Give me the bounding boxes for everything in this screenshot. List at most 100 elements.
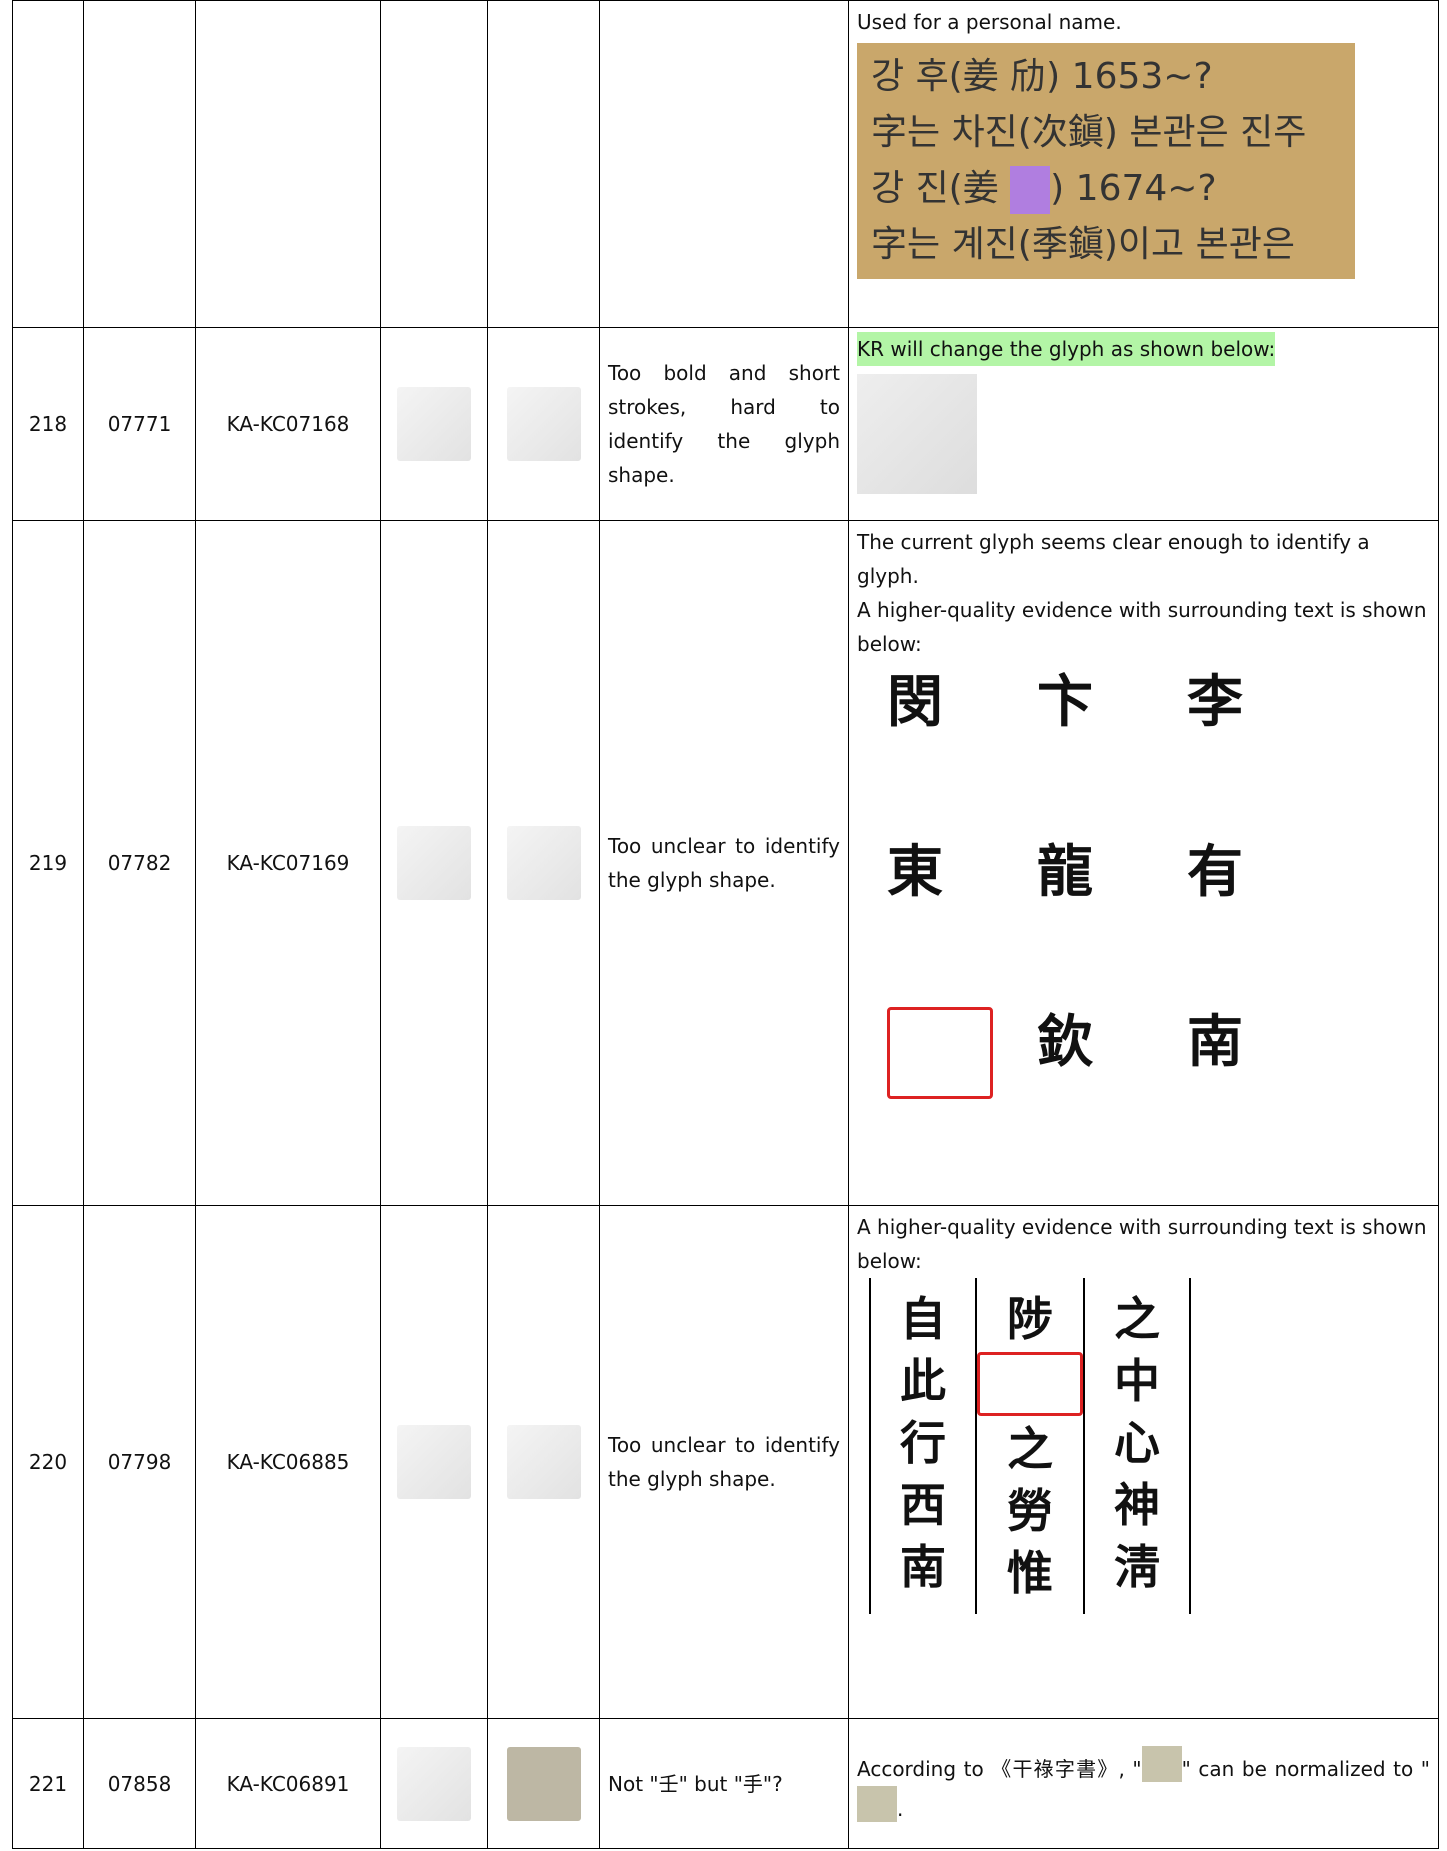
review-table: Used for a personal name. 강 후(姜 劤) 1653~?…	[12, 0, 1439, 1849]
evidence-char: 心	[1114, 1416, 1160, 1470]
evidence-char: 李	[1187, 669, 1243, 735]
response-text: According to 《干祿字書》, "	[857, 1756, 1142, 1781]
table-row: 219 07782 KA-KC07169 Too unclear to identif…	[12, 520, 1439, 1206]
glyph-image	[397, 826, 471, 900]
glyph-image	[397, 1746, 471, 1821]
response-line: Used for a personal name.	[857, 10, 1122, 34]
scan-line: 字는 계진(季鎭)이고 본관은	[871, 217, 1341, 273]
number: 218	[28, 412, 68, 436]
target-box	[977, 1352, 1083, 1416]
glyph-cell	[380, 1718, 488, 1849]
source-id-cell	[195, 0, 381, 328]
scan-text: 강 후(姜 劤) 1653~?	[871, 56, 1213, 97]
source-id: KA-KC07169	[226, 851, 350, 875]
evidence-char: 惟	[1007, 1546, 1053, 1600]
evidence-char: 之	[1007, 1422, 1053, 1476]
evidence-char: 此	[900, 1354, 946, 1408]
evidence-column: 自此行西南	[871, 1278, 977, 1614]
evidence-char: 南	[1187, 1009, 1243, 1075]
response-text: " can be normalized to "	[1181, 1756, 1431, 1781]
glyph-image	[506, 826, 581, 900]
source-id-cell: KA-KC07169	[195, 520, 381, 1206]
scan-line: 강 진(姜 ) 1674~?	[871, 161, 1341, 217]
code: 07798	[107, 1450, 172, 1474]
glyph-cell	[380, 0, 488, 328]
source-id-cell: KA-KC06891	[195, 1718, 381, 1849]
target-box	[887, 1007, 993, 1099]
glyph-image	[397, 1425, 471, 1499]
code-cell: 07771	[83, 327, 196, 521]
evidence-char: 龍	[1037, 839, 1093, 905]
scan-text: ) 1674~?	[1050, 168, 1217, 209]
glyph-image	[397, 387, 471, 461]
number-cell: 219	[12, 520, 84, 1206]
evidence-char: 有	[1187, 839, 1243, 905]
glyph-cell	[380, 327, 488, 521]
glyph-image	[1141, 1745, 1182, 1782]
comment: Too bold and short strokes, hard to iden…	[608, 361, 840, 487]
evidence-char: 自	[900, 1292, 946, 1346]
glyph-cell	[487, 327, 600, 521]
source-id-cell: KA-KC07168	[195, 327, 381, 521]
evidence-char: 閔	[887, 669, 943, 735]
evidence-char: 東	[887, 839, 943, 905]
code-cell: 07782	[83, 520, 196, 1206]
table-body: Used for a personal name. 강 후(姜 劤) 1653~?…	[12, 0, 1439, 1849]
comment-cell: Too unclear to identify the glyph shape.	[599, 1205, 849, 1719]
response-cell: KR will change the glyph as shown below:	[848, 327, 1439, 521]
scan-line: 강 후(姜 劤) 1653~?	[871, 49, 1341, 105]
evidence-char: 之	[1114, 1292, 1160, 1346]
evidence-char: 中	[1114, 1354, 1160, 1408]
number-cell: 221	[12, 1718, 84, 1849]
table-row: Used for a personal name. 강 후(姜 劤) 1653~?…	[12, 0, 1439, 328]
number-cell: 220	[12, 1205, 84, 1719]
number-cell	[12, 0, 84, 328]
number-cell: 218	[12, 327, 84, 521]
glyph-image	[506, 1746, 581, 1821]
source-id-cell: KA-KC06885	[195, 1205, 381, 1719]
scan-line: 字는 차진(次鎭) 본관은 진주	[871, 105, 1341, 161]
response-line: A higher-quality evidence with surroundi…	[857, 1215, 1427, 1273]
evidence-column: 陟之勞惟	[977, 1278, 1085, 1614]
evidence-char: 淸	[1114, 1540, 1160, 1594]
scan-text: 강 진(姜	[871, 168, 1011, 209]
glyph-cell	[487, 0, 600, 328]
source-id: KA-KC07168	[226, 412, 350, 436]
comment: Too unclear to identify the glyph shape.	[608, 1433, 840, 1491]
comment-cell: Too unclear to identify the glyph shape.	[599, 520, 849, 1206]
comment: Not "壬" but "手"?	[608, 1771, 783, 1796]
evidence-column: 之中心神淸	[1085, 1278, 1191, 1614]
evidence-char: 陟	[1007, 1292, 1053, 1346]
table-row: 221 07858 KA-KC06891 Not "壬" but "手"? Accord…	[12, 1718, 1439, 1849]
number: 219	[28, 851, 68, 875]
code-cell: 07798	[83, 1205, 196, 1719]
evidence-char: 勞	[1007, 1484, 1053, 1538]
glyph-cell	[487, 1205, 600, 1719]
glyph-cell	[487, 1718, 600, 1849]
source-id: KA-KC06891	[226, 1771, 350, 1796]
code: 07858	[107, 1771, 172, 1796]
table-row: 218 07771 KA-KC07168 Too bold and short str…	[12, 327, 1439, 521]
highlighted-glyph	[1010, 166, 1051, 214]
comment-cell	[599, 0, 849, 328]
evidence-char: 行	[900, 1416, 946, 1470]
table-row: 220 07798 KA-KC06885 Too unclear to identif…	[12, 1205, 1439, 1719]
comment-cell: Not "壬" but "手"?	[599, 1718, 849, 1849]
evidence-char: 西	[900, 1478, 946, 1532]
response-line: KR will change the glyph as shown below:	[857, 332, 1276, 366]
evidence-columns: 自此行西南陟之勞惟之中心神淸	[869, 1278, 1191, 1614]
evidence-grid: 閔 卞 李東 龍 有欽 南	[857, 661, 1430, 1105]
evidence-char: 神	[1114, 1478, 1160, 1532]
response-cell: A higher-quality evidence with surroundi…	[848, 1205, 1439, 1719]
glyph-image	[506, 387, 581, 461]
code: 07771	[107, 412, 172, 436]
response-cell: Used for a personal name. 강 후(姜 劤) 1653~?…	[848, 0, 1439, 328]
code: 07782	[107, 851, 172, 875]
evidence-char: 卞	[1037, 669, 1093, 735]
response-cell: The current glyph seems clear enough to …	[848, 520, 1439, 1206]
glyph-image	[857, 1785, 897, 1822]
scan-text: 字는 계진(季鎭)이고 본관은	[871, 224, 1295, 265]
glyph-cell	[380, 1205, 488, 1719]
response-cell: According to 《干祿字書》, " " can be normalize…	[848, 1718, 1439, 1849]
